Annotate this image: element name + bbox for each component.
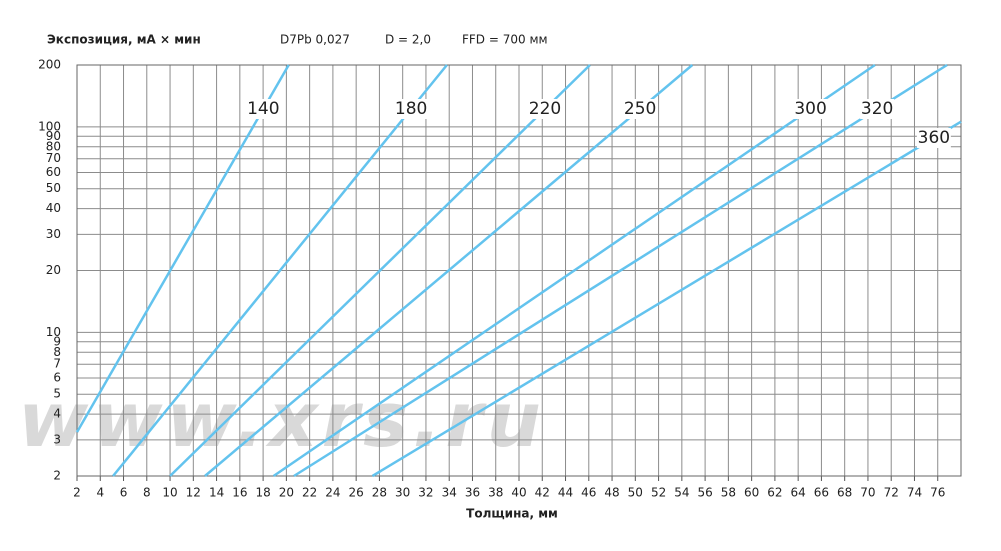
series-line — [112, 64, 448, 477]
x-tick-label: 20 — [279, 486, 294, 500]
x-tick-label: 28 — [372, 486, 387, 500]
label-bg — [793, 99, 828, 119]
x-axis-title: Толщина, мм — [466, 507, 558, 521]
watermark: www.xrs.ru — [18, 375, 545, 464]
x-tick-label: 72 — [884, 486, 899, 500]
series-label: 220 — [529, 99, 561, 119]
subtitle: FFD = 700 мм — [462, 33, 548, 47]
label-bg — [394, 99, 429, 119]
x-tick-label: 10 — [162, 486, 177, 500]
x-tick-label: 50 — [628, 486, 643, 500]
x-tick-label: 8 — [143, 486, 151, 500]
y-tick-label: 70 — [46, 151, 61, 165]
label-bg — [916, 128, 951, 148]
y-tick-label: 8 — [53, 345, 61, 359]
x-tick-label: 54 — [674, 486, 689, 500]
y-tick-label: 60 — [46, 165, 61, 179]
x-tick-label: 34 — [442, 486, 457, 500]
x-tick-label: 70 — [860, 486, 875, 500]
x-tick-label: 12 — [186, 486, 201, 500]
x-tick-label: 48 — [604, 486, 619, 500]
x-tick-label: 74 — [907, 486, 922, 500]
x-tick-label: 2 — [73, 486, 81, 500]
subtitle: D7Pb 0,027 — [280, 33, 350, 47]
y-tick-label: 7 — [53, 357, 61, 371]
series-label: 320 — [861, 99, 893, 119]
x-tick-label: 64 — [791, 486, 806, 500]
x-tick-label: 58 — [721, 486, 736, 500]
x-tick-label: 30 — [395, 486, 410, 500]
series-label: 360 — [918, 128, 950, 148]
subtitle: D = 2,0 — [385, 33, 431, 47]
x-tick-label: 62 — [767, 486, 782, 500]
x-tick-label: 44 — [558, 486, 573, 500]
series-line — [371, 120, 962, 478]
y-tick-label: 2 — [53, 469, 61, 483]
y-tick-label: 30 — [46, 227, 61, 241]
label-bg — [246, 99, 281, 119]
x-tick-label: 22 — [302, 486, 317, 500]
plot-frame — [76, 64, 962, 477]
x-tick-label: 18 — [255, 486, 270, 500]
x-tick-label: 4 — [96, 486, 104, 500]
y-tick-label: 9 — [53, 334, 61, 348]
label-bg — [860, 99, 895, 119]
y-axis-title: Экспозиция, мА × мин — [47, 33, 201, 47]
x-tick-label: 26 — [349, 486, 364, 500]
y-tick-label: 40 — [46, 201, 61, 215]
series-line — [293, 63, 948, 478]
x-tick-label: 66 — [814, 486, 829, 500]
x-tick-label: 36 — [465, 486, 480, 500]
series-line — [169, 64, 591, 477]
series-line — [75, 64, 290, 433]
y-tick-label: 20 — [46, 263, 61, 277]
x-tick-label: 16 — [232, 486, 247, 500]
series-line — [204, 64, 694, 477]
x-tick-label: 40 — [511, 486, 526, 500]
series-line — [272, 63, 876, 478]
series-label: 140 — [247, 99, 279, 119]
y-tick-label: 100 — [38, 119, 61, 133]
x-tick-label: 6 — [120, 486, 128, 500]
series-label: 300 — [794, 99, 826, 119]
y-tick-label: 3 — [53, 432, 61, 446]
x-tick-label: 42 — [535, 486, 550, 500]
y-tick-label: 50 — [46, 181, 61, 195]
y-tick-label: 6 — [53, 370, 61, 384]
y-tick-label: 80 — [46, 139, 61, 153]
x-tick-label: 60 — [744, 486, 759, 500]
x-tick-label: 14 — [209, 486, 224, 500]
y-tick-label: 90 — [46, 129, 61, 143]
x-tick-label: 68 — [837, 486, 852, 500]
x-tick-label: 32 — [418, 486, 433, 500]
y-tick-label: 5 — [53, 387, 61, 401]
x-tick-label: 56 — [697, 486, 712, 500]
label-bg — [527, 99, 562, 119]
x-tick-label: 38 — [488, 486, 503, 500]
y-tick-label: 10 — [46, 325, 61, 339]
x-tick-label: 24 — [325, 486, 340, 500]
series-label: 180 — [395, 99, 427, 119]
label-bg — [623, 99, 658, 119]
y-tick-label: 200 — [38, 58, 61, 72]
x-tick-label: 46 — [581, 486, 596, 500]
series-label: 250 — [624, 99, 656, 119]
x-tick-label: 52 — [651, 486, 666, 500]
y-tick-label: 4 — [53, 407, 61, 421]
x-tick-label: 76 — [930, 486, 945, 500]
